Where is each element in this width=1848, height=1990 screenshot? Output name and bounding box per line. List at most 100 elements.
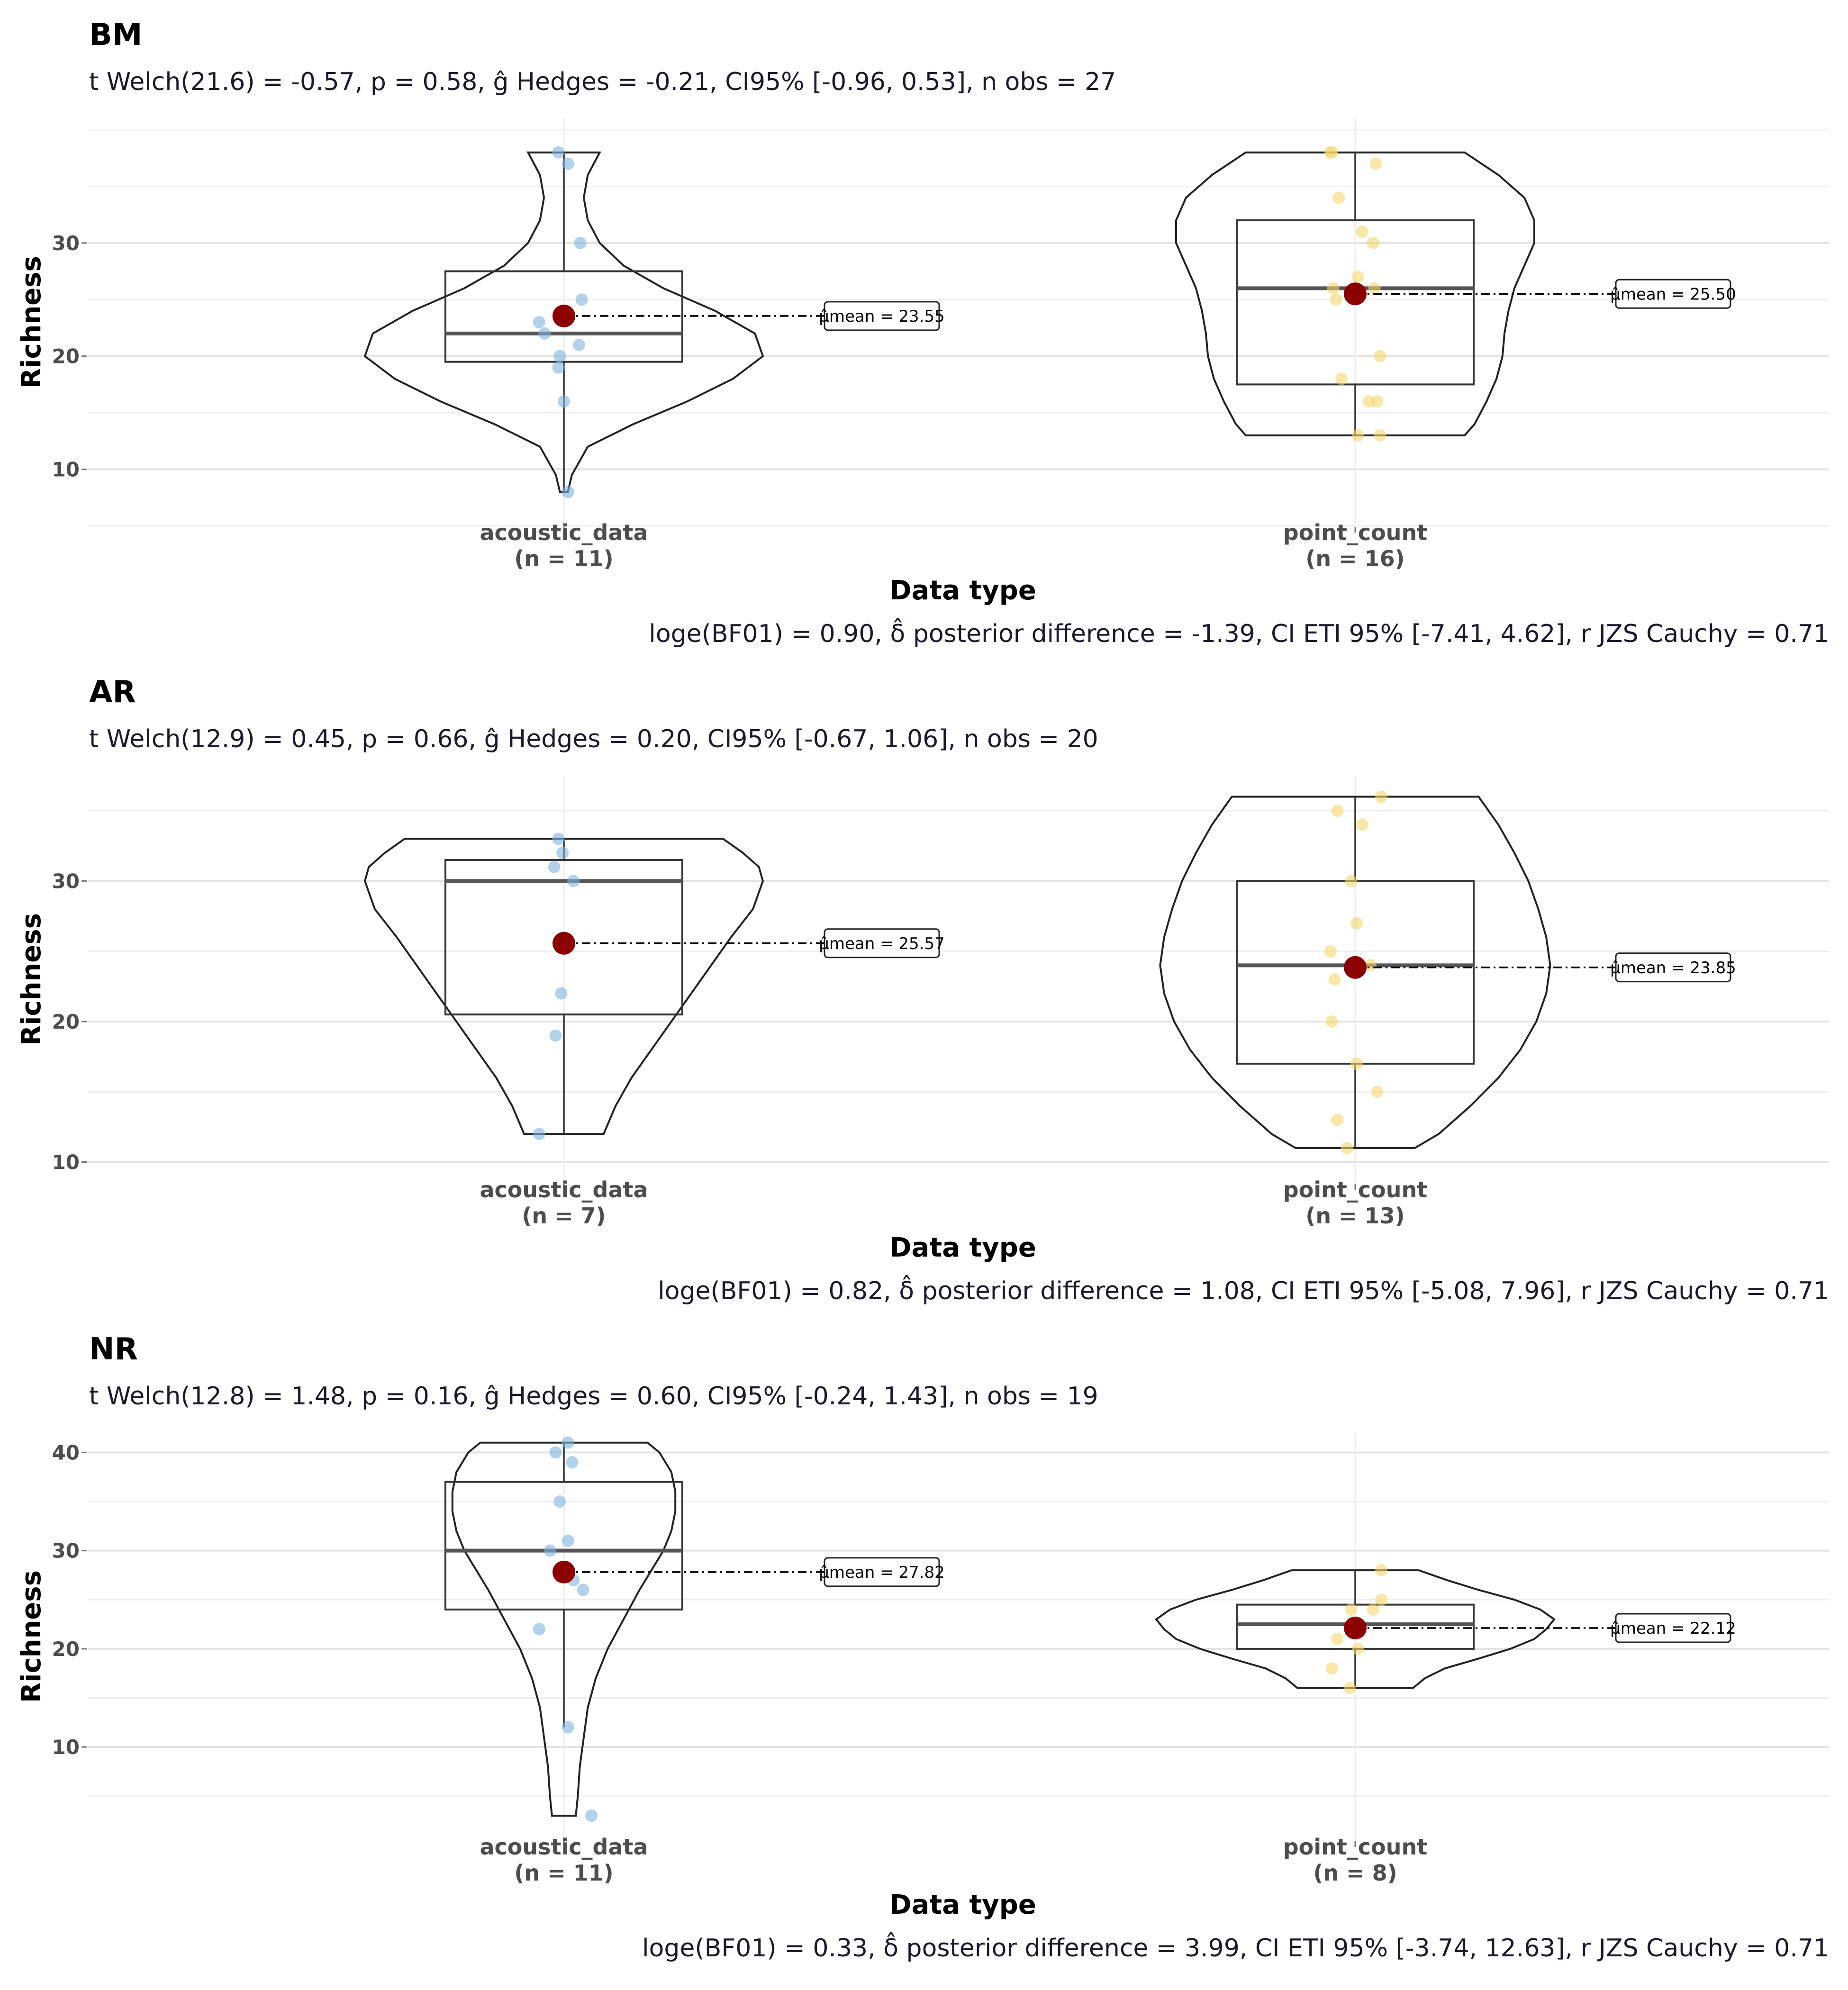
group-acoustic-data: μ̂mean = 27.82 acoustic_data(n = 11) <box>444 1436 945 1886</box>
data-point <box>1341 1141 1353 1154</box>
data-point <box>533 1128 545 1140</box>
panel-title: BM <box>89 18 142 53</box>
mean-label-text: μ̂mean = 25.50 <box>1610 285 1736 304</box>
x-tick-count: (n = 13) <box>1305 1203 1404 1229</box>
x-tick-label: acoustic_data <box>480 1834 648 1860</box>
panel-subtitle: t Welch(21.6) = -0.57, p = 0.58, ĝ Hedge… <box>89 68 1116 96</box>
data-point <box>555 987 568 1000</box>
y-tick-label: 10 <box>52 1151 80 1174</box>
data-point <box>1331 805 1344 817</box>
data-point <box>562 1721 574 1734</box>
data-point <box>1371 395 1384 408</box>
data-point <box>562 157 574 170</box>
data-point <box>1375 790 1388 803</box>
mean-dot <box>553 932 575 955</box>
data-point <box>553 350 566 362</box>
data-point <box>538 327 551 340</box>
data-point <box>1324 146 1337 159</box>
data-point <box>574 236 587 249</box>
data-point <box>1371 1085 1384 1098</box>
y-axis-title: Richness <box>16 1570 47 1703</box>
data-point <box>577 1583 589 1596</box>
data-point <box>533 1623 545 1636</box>
y-tick-label: 10 <box>52 1736 80 1759</box>
data-point <box>567 875 580 887</box>
x-tick-label: point_count <box>1283 1177 1427 1203</box>
data-point <box>1328 973 1341 986</box>
data-point <box>1343 1682 1356 1694</box>
data-point <box>1345 875 1358 887</box>
data-point <box>533 316 545 328</box>
data-point <box>1350 1057 1363 1070</box>
panel-subtitle: t Welch(12.8) = 1.48, p = 0.16, ĝ Hedges… <box>89 1382 1098 1411</box>
x-tick-label: acoustic_data <box>480 1177 648 1203</box>
data-point <box>1325 1662 1338 1675</box>
group-acoustic-data: μ̂mean = 25.57 acoustic_data(n = 7) <box>363 832 945 1229</box>
mean-label: μ̂mean = 27.82 <box>819 1557 945 1587</box>
mean-label: μ̂mean = 22.12 <box>1610 1613 1736 1643</box>
panel-nr: NR t Welch(12.8) = 1.48, p = 0.16, ĝ Hedg… <box>16 1332 1829 1963</box>
panel-caption: loge(BF01) = 0.33, δ̂ posterior differen… <box>642 1932 1829 1963</box>
mean-label-text: μ̂mean = 25.57 <box>819 934 945 953</box>
data-point <box>1330 293 1342 306</box>
y-tick-label: 30 <box>52 1539 80 1563</box>
violin-outline <box>1155 1569 1556 1689</box>
data-point <box>549 1446 562 1459</box>
data-point <box>1367 236 1379 249</box>
mean-dot <box>1344 956 1367 979</box>
x-tick-label: point_count <box>1283 1834 1427 1860</box>
data-point <box>1350 917 1363 930</box>
data-point <box>1374 350 1386 362</box>
violin-outline <box>363 151 764 493</box>
x-axis-title: Data type <box>889 1890 1036 1920</box>
data-point <box>1332 191 1345 204</box>
data-point <box>1364 959 1377 972</box>
data-point <box>1356 225 1368 238</box>
y-axis-title: Richness <box>16 256 47 389</box>
mean-dot <box>1344 282 1367 306</box>
data-point <box>1351 271 1364 283</box>
panel-title: NR <box>89 1332 138 1367</box>
data-point <box>552 832 565 845</box>
data-point <box>544 1544 556 1557</box>
box-iqr <box>444 859 683 1016</box>
x-tick-count: (n = 8) <box>1313 1860 1397 1886</box>
y-tick-label: 20 <box>52 1637 80 1661</box>
mean-label-box <box>824 301 940 331</box>
data-point <box>1374 429 1386 442</box>
data-point <box>1356 818 1368 831</box>
data-point <box>558 395 570 408</box>
panel-title: AR <box>89 675 136 710</box>
group-point-count: μ̂mean = 23.85 point_count(n = 13) <box>1159 790 1736 1229</box>
data-point <box>562 1534 574 1547</box>
x-axis-title: Data type <box>889 1232 1036 1263</box>
mean-label-box <box>824 928 940 959</box>
data-point <box>549 1029 562 1042</box>
x-tick-count: (n = 11) <box>514 1860 613 1886</box>
data-point <box>553 1495 566 1508</box>
mean-label-text: μ̂mean = 27.82 <box>819 1563 945 1582</box>
mean-label-text: μ̂mean = 22.12 <box>1610 1619 1736 1638</box>
mean-label: μ̂mean = 23.55 <box>819 301 945 331</box>
box-iqr <box>1236 219 1475 386</box>
x-tick-label: point_count <box>1283 520 1427 545</box>
y-tick-label: 10 <box>52 458 80 481</box>
x-tick-count: (n = 7) <box>522 1203 606 1229</box>
data-point <box>552 146 565 159</box>
group-point-count: μ̂mean = 25.50 point_count(n = 16) <box>1175 146 1736 571</box>
mean-label-box <box>1615 279 1731 309</box>
x-tick-label: acoustic_data <box>480 520 648 545</box>
data-point <box>585 1809 598 1822</box>
violin-outline <box>1159 796 1551 1149</box>
data-point <box>1327 282 1340 295</box>
data-point <box>1375 1564 1388 1577</box>
mean-label: μ̂mean = 25.57 <box>819 928 945 959</box>
y-tick-label: 40 <box>52 1441 80 1464</box>
mean-dot <box>1344 1616 1367 1639</box>
y-tick-label: 20 <box>52 1010 80 1033</box>
data-point <box>575 293 588 306</box>
data-point <box>1375 1593 1388 1606</box>
x-tick-count: (n = 11) <box>514 546 613 571</box>
group-acoustic-data: μ̂mean = 23.55 acoustic_data(n = 11) <box>363 146 945 571</box>
